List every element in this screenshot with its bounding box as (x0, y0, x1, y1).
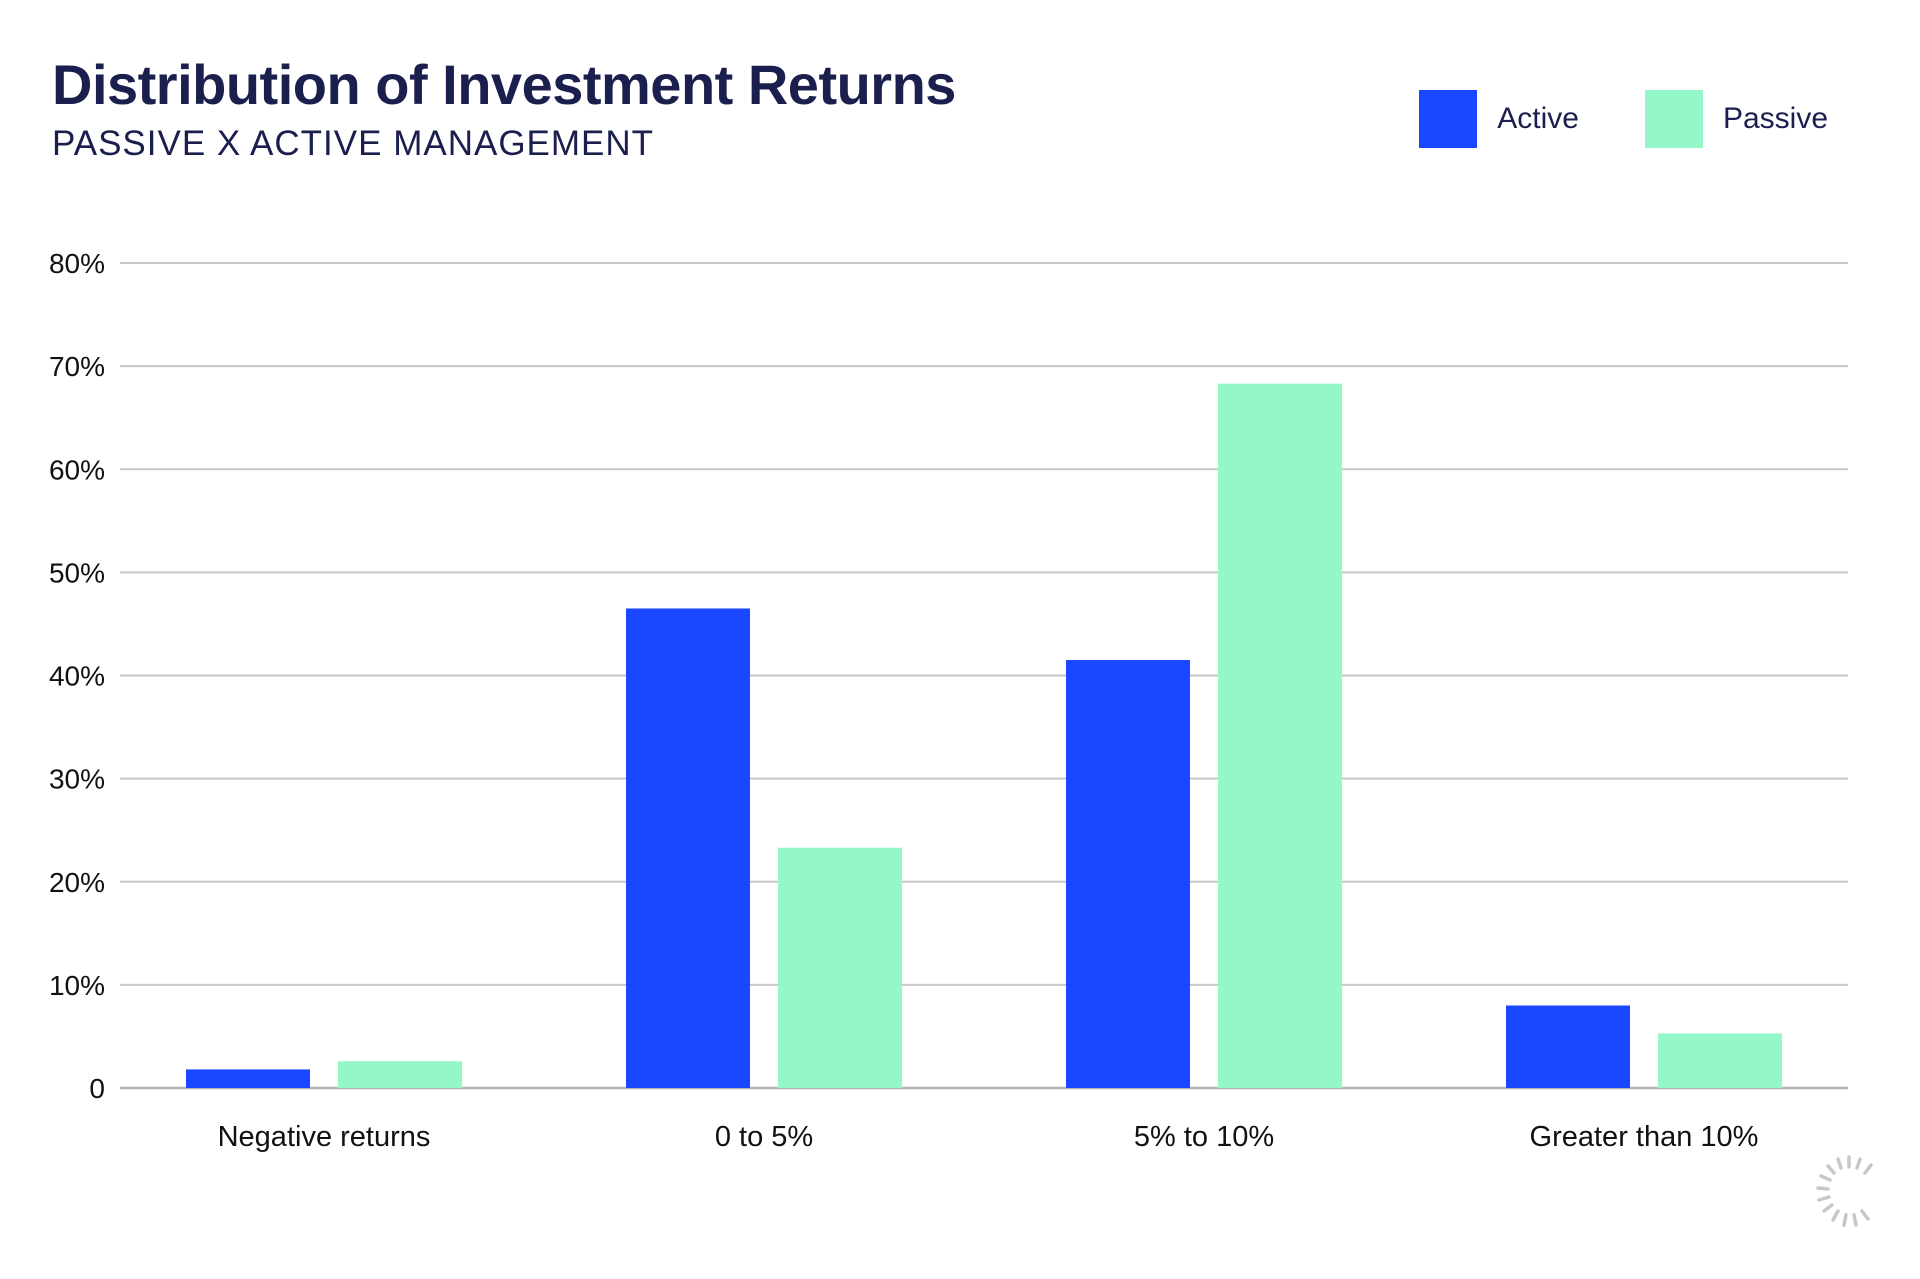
bars (186, 383, 1782, 1088)
y-tick-label: 80% (49, 248, 105, 279)
legend-item-active: Active (1419, 90, 1579, 148)
bar-passive (338, 1061, 462, 1088)
x-tick-label: 0 to 5% (715, 1121, 813, 1153)
legend-item-passive: Passive (1644, 90, 1828, 148)
bar-active (1066, 660, 1190, 1088)
legend-label-active: Active (1497, 102, 1579, 135)
y-tick-label: 10% (49, 970, 105, 1001)
bar-passive (1658, 1033, 1782, 1088)
y-tick-label: 40% (49, 661, 105, 692)
legend-swatch-active (1419, 90, 1478, 148)
legend-swatch-passive (1644, 90, 1703, 148)
bar-passive (1218, 383, 1342, 1088)
bar-active (186, 1069, 310, 1088)
x-axis-ticks: Negative returns 0 to 5% 5% to 10% Greater … (218, 1121, 1759, 1153)
chart-subtitle: PASSIVE X ACTIVE MANAGEMENT (52, 124, 655, 163)
brand-logo-icon (1816, 1155, 1873, 1227)
y-tick-label: 50% (49, 557, 105, 588)
y-tick-label: 0 (89, 1073, 105, 1104)
grid-lines (120, 262, 1848, 1090)
chart-legend: Active Passive (1353, 90, 1828, 148)
y-tick-label: 60% (49, 454, 105, 485)
x-tick-label: 5% to 10% (1134, 1121, 1274, 1153)
y-tick-label: 70% (49, 351, 105, 382)
bar-active (1506, 1005, 1630, 1088)
bar-active (626, 608, 750, 1088)
bar-passive (778, 847, 902, 1088)
y-tick-label: 20% (49, 867, 105, 898)
y-tick-label: 30% (49, 764, 105, 795)
chart-title: Distribution of Investment Returns (52, 53, 956, 116)
y-axis-ticks: 0 10% 20% 30% 40% 50% 60% 70% 80% (49, 248, 105, 1104)
legend-label-passive: Passive (1722, 102, 1828, 135)
x-tick-label: Greater than 10% (1530, 1121, 1759, 1153)
x-tick-label: Negative returns (218, 1121, 431, 1153)
